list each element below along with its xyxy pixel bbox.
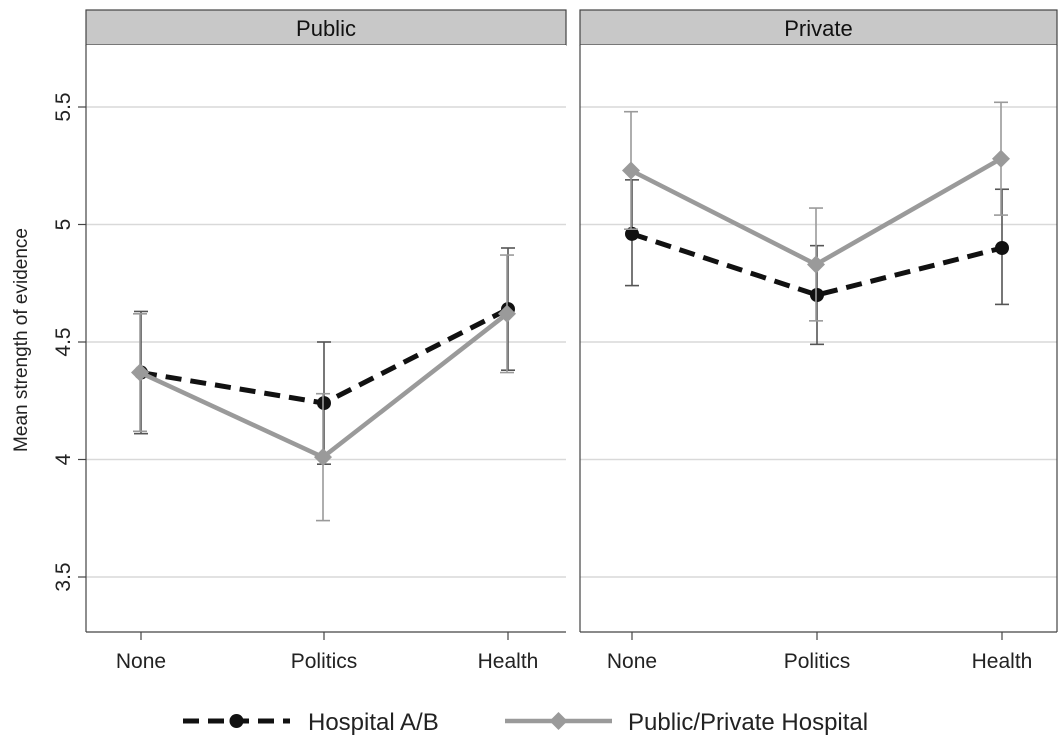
x-tick-label: Politics <box>291 650 358 673</box>
y-tick-label: 4 <box>52 453 75 465</box>
y-axis-title: Mean strength of evidence <box>11 228 32 452</box>
data-point <box>131 363 149 382</box>
x-tick-label: None <box>116 650 166 673</box>
legend-label: Hospital A/B <box>308 709 439 736</box>
plot-area <box>580 45 1057 632</box>
data-point <box>314 448 332 467</box>
panel-private: Private None Politics Health <box>579 9 1058 673</box>
x-tick-label: Health <box>478 650 539 673</box>
data-point <box>807 255 825 274</box>
panel-public: Public 3.5 4 4.5 5 5.5 None Politics Health <box>52 9 567 673</box>
legend-item: Public/Private Hospital <box>505 709 868 736</box>
data-point <box>625 226 639 241</box>
data-point <box>622 161 640 180</box>
data-point <box>317 396 331 411</box>
series-line <box>631 231 1003 298</box>
x-tick-label: Health <box>972 650 1033 673</box>
y-tick-label: 5.5 <box>52 92 75 121</box>
series-public-private-hospital <box>131 254 516 522</box>
data-point <box>498 304 516 323</box>
data-point <box>992 149 1010 168</box>
x-tick-label: Politics <box>784 650 851 673</box>
panel-strip <box>579 9 1058 46</box>
legend: Hospital A/B Public/Private Hospital <box>183 709 868 736</box>
legend-label: Public/Private Hospital <box>628 709 868 736</box>
panel-title: Private <box>784 16 852 41</box>
legend-marker <box>549 712 568 730</box>
legend-item: Hospital A/B <box>183 709 439 736</box>
y-tick-label: 4.5 <box>52 327 75 356</box>
series-public-private-hospital <box>622 101 1010 322</box>
y-tick-label: 3.5 <box>52 562 75 591</box>
data-point <box>995 241 1009 255</box>
panel-strip <box>85 9 567 46</box>
legend-marker <box>229 714 244 728</box>
y-tick-label: 5 <box>52 219 75 231</box>
plot-area <box>86 45 566 632</box>
data-point <box>810 288 824 302</box>
panel-title: Public <box>296 16 356 41</box>
x-tick-label: None <box>607 650 657 673</box>
